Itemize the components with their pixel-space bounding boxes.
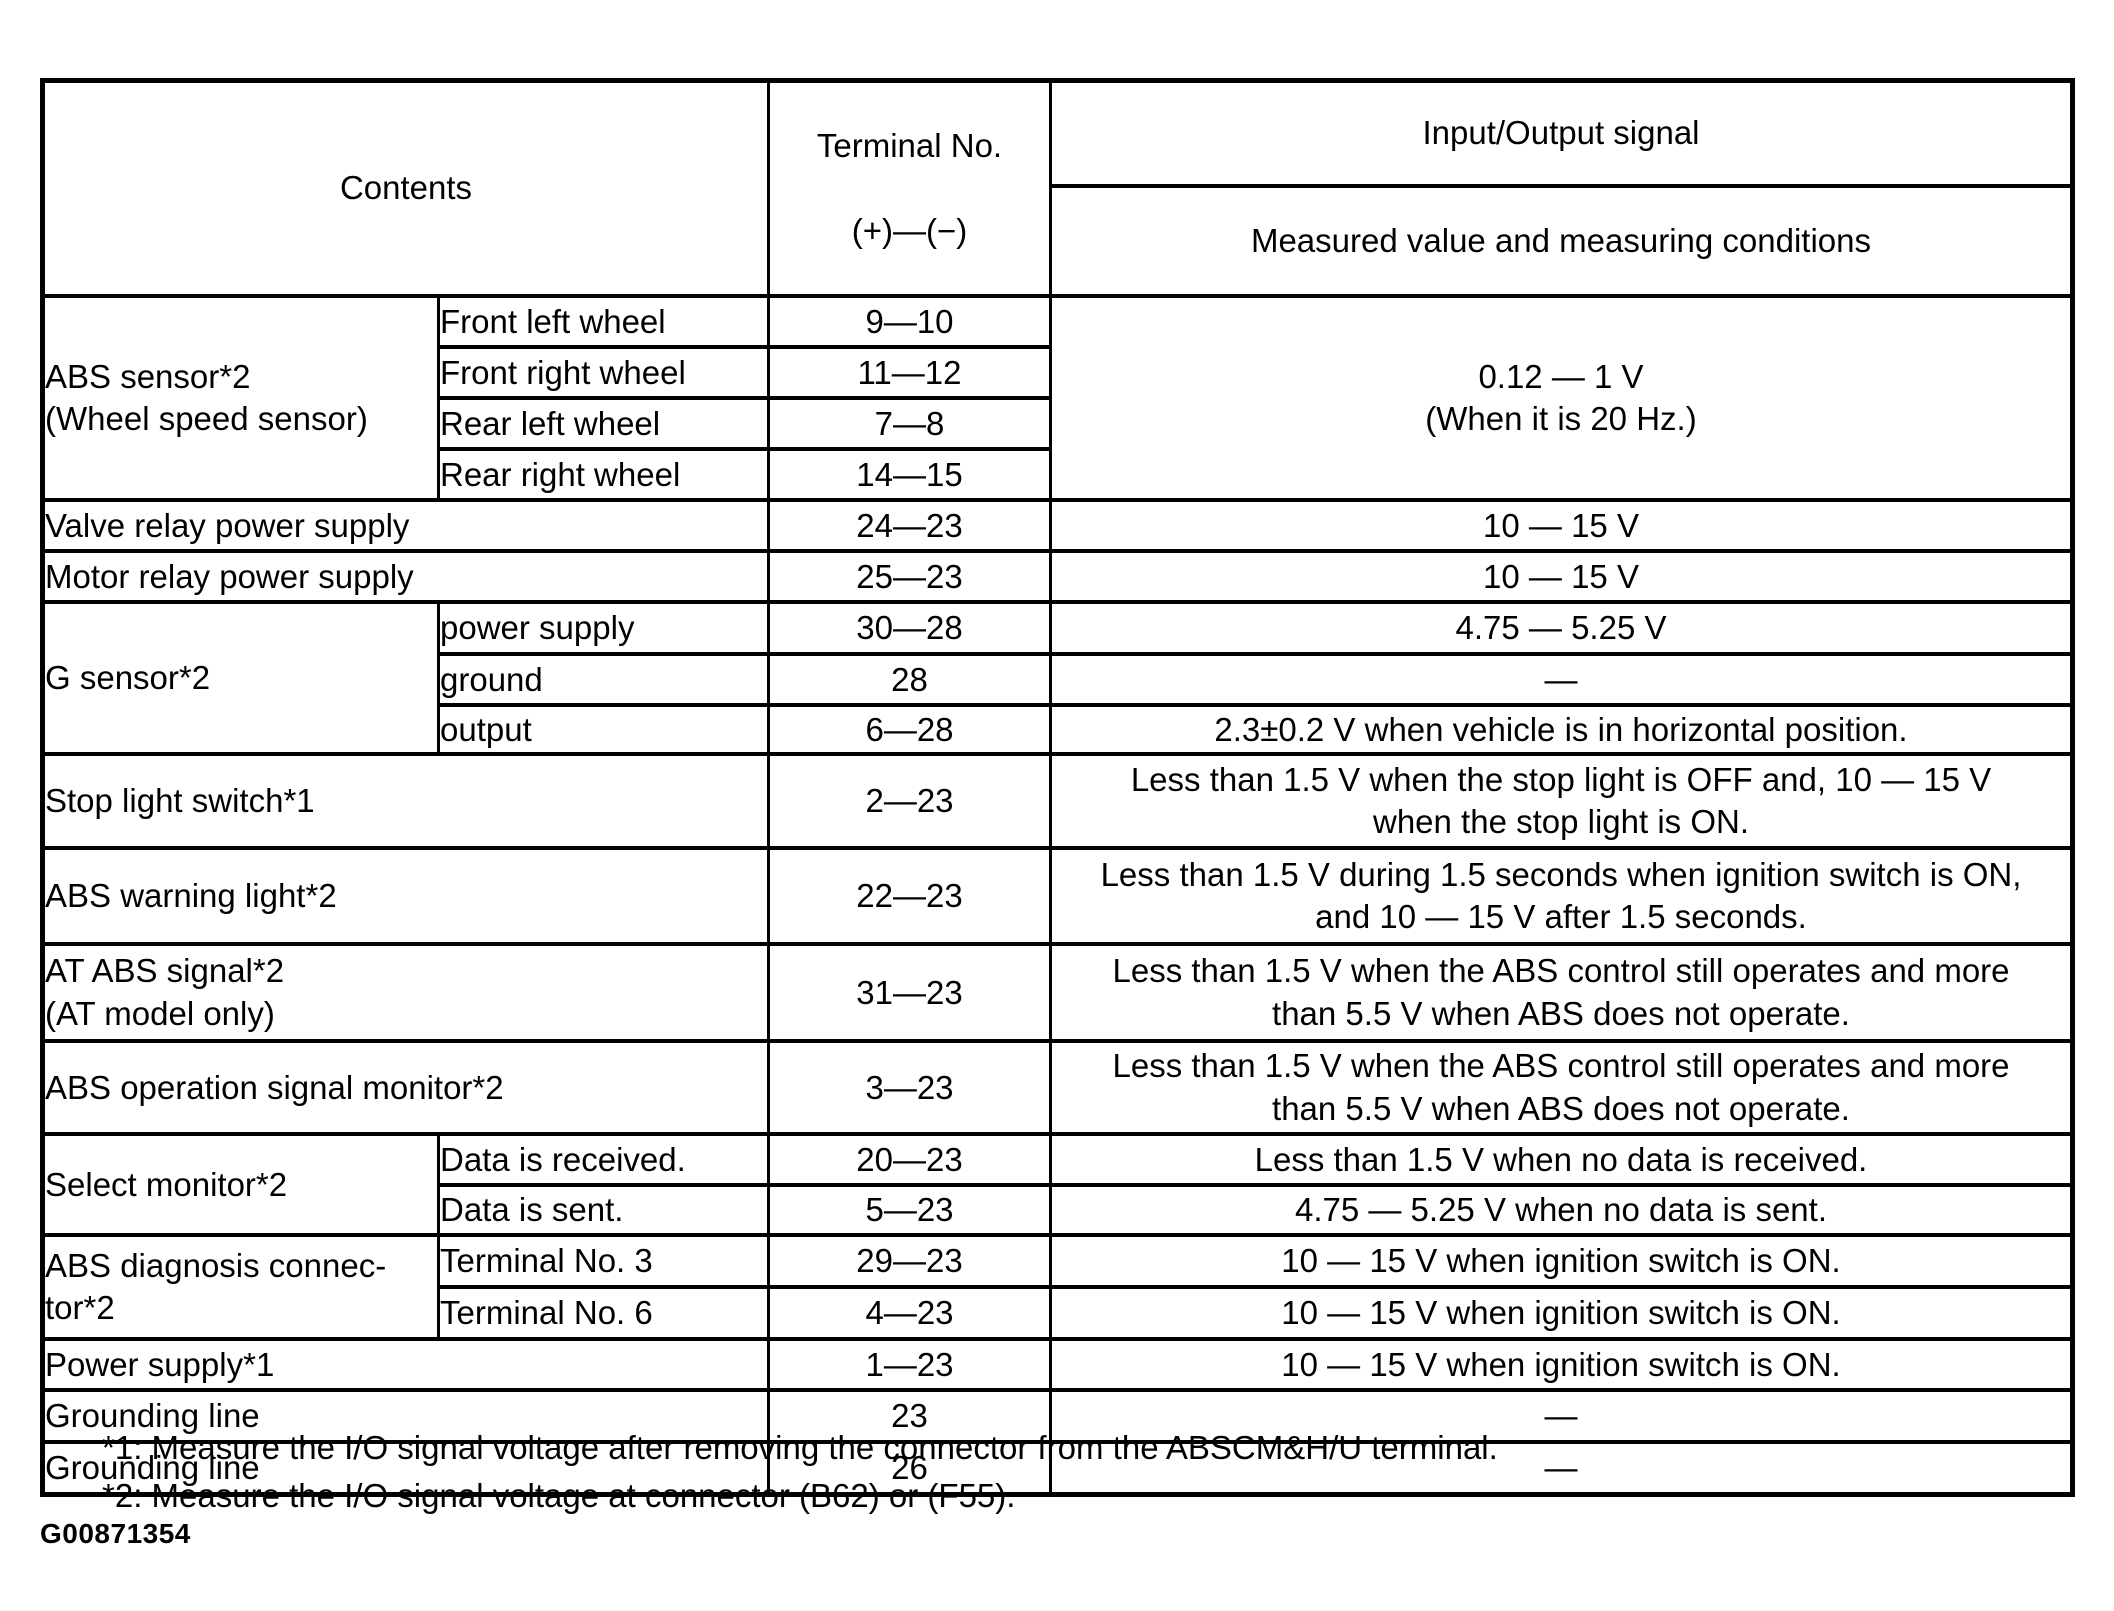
table-row: Motor relay power supply 25—23 10 — 15 V [41,549,2074,605]
cell-group-abs-diagnosis-connector: ABS diagnosis connec- tor*2 [41,1233,440,1342]
cell-terminal: 3—23 [767,1039,1052,1137]
cell-terminal: 11—12 [767,345,1052,401]
cell-value: Less than 1.5 V when the stop light is O… [1049,752,2074,851]
cell-terminal: 30—28 [767,600,1052,657]
cell-sub-data-received: Data is received. [437,1132,770,1188]
cell-terminal: 5—23 [767,1183,1052,1238]
table-row: Data is sent. 5—23 4.75 — 5.25 V when no… [43,1183,2074,1238]
cell-value: Less than 1.5 V when no data is received… [1049,1132,2074,1188]
cell-value: 10 — 15 V [1049,549,2074,605]
header-terminal-line1: Terminal No. [816,127,1003,165]
table-row: Rear left wheel 7—8 [43,396,2073,452]
cell-value: Less than 1.5 V when the ABS control sti… [1049,1039,2074,1137]
cell-terminal: 29—23 [767,1233,1052,1290]
cell-value: Less than 1.5 V during 1.5 seconds when … [1049,846,2074,947]
cell-terminal: 28 [767,652,1052,708]
cell-value: 10 — 15 V when ignition switch is ON. [1049,1285,2074,1342]
footnote-1: *1: Measure the I/O signal voltage after… [102,1429,1498,1466]
table-row: output 6—28 2.3±0.2 V when vehicle is in… [43,703,2074,757]
cell-sub-ground: ground [437,652,770,708]
cell-terminal: 14—15 [767,447,1052,503]
cell-value-abs-sensor: 0.12 — 1 V (When it is 20 Hz.) [1049,294,2074,503]
cell-group-select-monitor: Select monitor*2 [41,1132,440,1238]
cell-sub-front-left: Front left wheel [437,294,770,350]
cell-terminal: 24—23 [767,498,1052,554]
cell-terminal: 23 [767,1388,1052,1445]
cell-terminal: 25—23 [767,549,1052,605]
cell-terminal: 22—23 [767,846,1052,947]
cell-label-valve-relay: Valve relay power supply [41,498,770,554]
table-header-row-1: Contents Terminal No. (+)—(−) Input/Outp… [41,78,2074,299]
figure-id: G00871354 [40,1518,191,1549]
table-row: Front right wheel 11—12 [43,345,2073,401]
table-row: ABS sensor*2 (Wheel speed sensor) Front … [41,294,2074,503]
header-io-signal: Input/Output signal [1049,78,2074,189]
cell-group-g-sensor: G sensor*2 [41,600,440,757]
cell-terminal: 1—23 [767,1337,1052,1393]
cell-sub-output: output [437,703,770,757]
table-row: ground 28 — [43,652,2074,708]
cell-value: 4.75 — 5.25 V [1049,600,2074,657]
table-row: G sensor*2 power supply 30—28 4.75 — 5.2… [41,600,2074,757]
cell-value: 4.75 — 5.25 V when no data is sent. [1049,1183,2074,1238]
table-row: Grounding line 23 — [41,1388,2074,1445]
cell-sub-rear-left: Rear left wheel [437,396,770,452]
io-signal-table: Contents Terminal No. (+)—(−) Input/Outp… [40,78,2075,1497]
cell-sub-data-sent: Data is sent. [437,1183,770,1238]
header-contents: Contents [41,78,770,299]
cell-value: 10 — 15 V [1049,498,2074,554]
cell-label-at-abs-signal: AT ABS signal*2 (AT model only) [41,942,770,1044]
cell-terminal: 2—23 [767,752,1052,851]
table-row: Select monitor*2 Data is received. 20—23… [41,1132,2074,1238]
table-header-row-2: Measured value and measuring conditions [43,184,2074,299]
cell-terminal: 26 [767,1440,1052,1497]
table-row: Power supply*1 1—23 10 — 15 V when ignit… [41,1337,2074,1393]
cell-value: 10 — 15 V when ignition switch is ON. [1049,1233,2074,1290]
cell-sub-front-right: Front right wheel [437,345,770,401]
table-row: Valve relay power supply 24—23 10 — 15 V [41,498,2074,554]
cell-value: — [1049,1388,2074,1445]
cell-terminal: 6—28 [767,703,1052,757]
header-terminal-line2: (+)—(−) [851,211,968,249]
cell-label-abs-warning-light: ABS warning light*2 [41,846,770,947]
cell-label-motor-relay: Motor relay power supply [41,549,770,605]
table-row: ABS warning light*2 22—23 Less than 1.5 … [41,846,2074,947]
cell-label-stop-light-switch: Stop light switch*1 [41,752,770,851]
footnote-2: *2: Measure the I/O signal voltage at co… [102,1477,1016,1514]
table-row: AT ABS signal*2 (AT model only) 31—23 Le… [41,942,2074,1044]
cell-label-grounding-line-26: Grounding line [41,1440,770,1497]
table-row: Terminal No. 6 4—23 10 — 15 V when ignit… [43,1285,2074,1342]
header-terminal-no: Terminal No. (+)—(−) [767,78,1052,299]
footnotes: *1: Measure the I/O signal voltage after… [102,1424,1498,1520]
cell-label-power-supply: Power supply*1 [41,1337,770,1393]
cell-label-abs-operation-monitor: ABS operation signal monitor*2 [41,1039,770,1137]
table-row: Stop light switch*1 2—23 Less than 1.5 V… [41,752,2074,851]
cell-terminal: 20—23 [767,1132,1052,1188]
cell-value: — [1049,1440,2074,1497]
cell-terminal: 7—8 [767,396,1052,452]
cell-value: Less than 1.5 V when the ABS control sti… [1049,942,2074,1044]
cell-terminal: 31—23 [767,942,1052,1044]
cell-sub-rear-right: Rear right wheel [437,447,770,503]
cell-group-abs-sensor: ABS sensor*2 (Wheel speed sensor) [41,294,440,503]
cell-label-grounding-line-23: Grounding line [41,1388,770,1445]
header-measured-value: Measured value and measuring conditions [1049,184,2074,299]
table-row: Grounding line 26 — [41,1440,2074,1497]
cell-value: 2.3±0.2 V when vehicle is in horizontal … [1049,703,2074,757]
cell-sub-terminal-6: Terminal No. 6 [437,1285,770,1342]
table-row: ABS diagnosis connec- tor*2 Terminal No.… [41,1233,2074,1342]
table-row: Rear right wheel 14—15 [43,447,2073,503]
cell-terminal: 9—10 [767,294,1052,350]
table-row: ABS operation signal monitor*2 3—23 Less… [41,1039,2074,1137]
cell-value: 10 — 15 V when ignition switch is ON. [1049,1337,2074,1393]
cell-terminal: 4—23 [767,1285,1052,1342]
cell-value: — [1049,652,2074,708]
cell-sub-power-supply: power supply [437,600,770,657]
cell-sub-terminal-3: Terminal No. 3 [437,1233,770,1290]
